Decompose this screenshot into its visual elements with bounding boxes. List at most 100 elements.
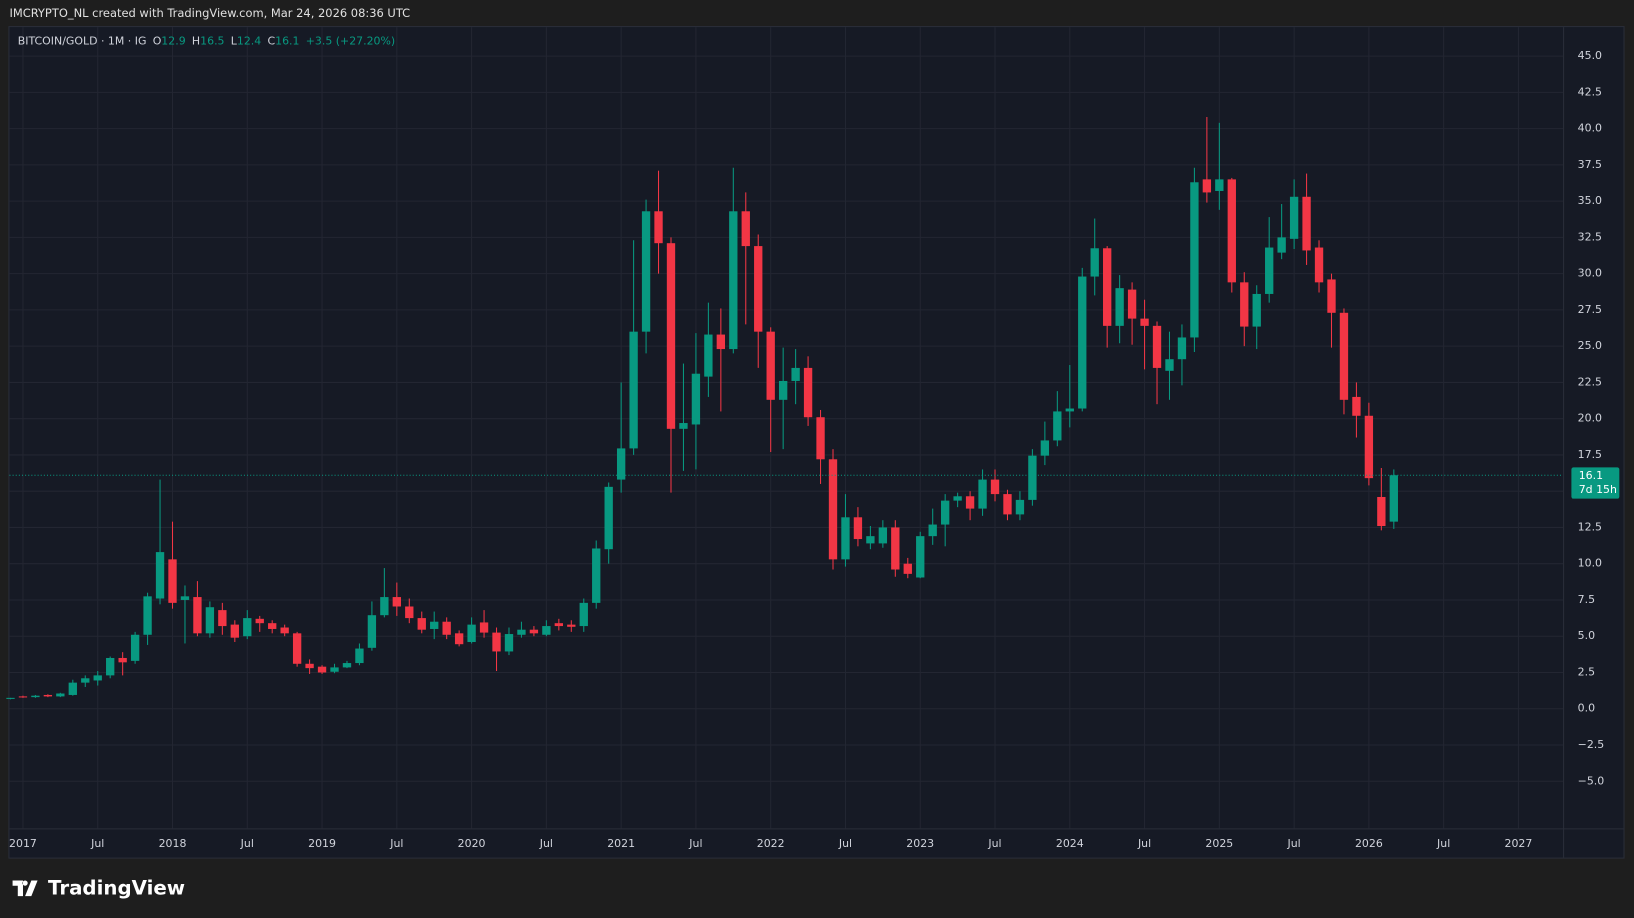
candle-body (467, 624, 476, 643)
candle-body (1165, 359, 1174, 371)
candle-body (940, 500, 950, 525)
candle-body (741, 211, 750, 247)
candle-body (106, 657, 115, 676)
candle-body (1040, 440, 1050, 456)
candle-body (1127, 289, 1137, 319)
candle-body (1003, 494, 1012, 515)
y-tick-label: 7.5 (1578, 593, 1595, 606)
x-tick-label: 2017 (9, 837, 37, 850)
candle-body (916, 536, 925, 578)
candle-body (567, 624, 576, 627)
candle-body (1177, 337, 1187, 360)
candle-body (1364, 415, 1374, 479)
candle-body (691, 373, 701, 425)
candle-body (330, 667, 339, 672)
candle-body (903, 563, 912, 574)
candle-body (1152, 325, 1162, 368)
candle-body (517, 629, 526, 635)
y-tick-label: 20.0 (1578, 412, 1602, 425)
candle-body (654, 211, 663, 244)
x-tick-label: 2022 (757, 837, 785, 850)
close-label: C (267, 35, 275, 48)
high-value: 16.5 (200, 35, 224, 48)
candle-body (155, 552, 165, 599)
candle-body (342, 663, 352, 668)
candle-body (1202, 179, 1212, 193)
candle-body (317, 666, 327, 673)
candle-body (891, 527, 900, 570)
candle-body (1227, 179, 1236, 283)
candle-body (1190, 182, 1199, 338)
y-tick-label: 37.5 (1578, 158, 1602, 171)
x-tick-label: 2026 (1355, 837, 1383, 850)
x-tick-label: 2020 (458, 837, 486, 850)
candle-body (803, 367, 813, 418)
candle-body (965, 496, 975, 509)
candle-body (430, 621, 439, 629)
candle-body (704, 334, 713, 377)
candle-body (218, 610, 227, 627)
candle-body (454, 633, 464, 645)
attribution: IMCRYPTO_NL created with TradingView.com… (9, 6, 410, 20)
x-tick-label: Jul (838, 837, 852, 850)
candle-body (1277, 237, 1286, 253)
axes: 45.0 42.5 40.0 37.5 35.0 32.5 30.0 27.5 25.0 22.5… (9, 49, 1620, 850)
x-tick-label: Jul (1137, 837, 1151, 850)
candle-body (1065, 408, 1074, 412)
candles (6, 117, 1564, 700)
x-tick-label: 2027 (1505, 837, 1533, 850)
y-tick-label: 40.0 (1578, 122, 1602, 135)
candle-body (268, 623, 277, 629)
y-tick-label: −5.0 (1578, 774, 1605, 787)
candle-body (1053, 411, 1062, 441)
candle-body (93, 675, 102, 681)
candle-body (43, 694, 53, 697)
x-tick-label: 2021 (607, 837, 635, 850)
candle-body (1314, 247, 1324, 283)
candle-body (380, 597, 389, 616)
candle-body (6, 697, 15, 699)
candle-body (766, 331, 775, 400)
y-tick-label: 22.5 (1578, 375, 1602, 388)
candle-body (616, 448, 626, 480)
y-tick-label: −2.5 (1578, 738, 1605, 751)
countdown: 7d 15h (1579, 483, 1617, 496)
candle-body (392, 597, 401, 607)
y-tick-label: 25.0 (1578, 339, 1602, 352)
candle-body (853, 517, 863, 540)
candle-body (355, 648, 364, 664)
candle-body (1115, 288, 1124, 326)
candle-body (56, 693, 65, 697)
candle-body (878, 527, 888, 544)
y-tick-label: 10.0 (1578, 557, 1602, 570)
x-tick-label: 2024 (1056, 837, 1084, 850)
candle-body (292, 633, 302, 664)
candle-body (1327, 279, 1336, 313)
candle-body (1240, 282, 1249, 327)
candle-body (778, 380, 788, 400)
open-value: 12.9 (161, 35, 185, 48)
y-tick-label: 17.5 (1578, 448, 1602, 461)
x-tick-label: Jul (90, 837, 104, 850)
legend-header: BITCOIN/GOLD · 1M · IG O12.9 H16.5 L12.4 C16… (18, 35, 395, 48)
y-tick-label: 30.0 (1578, 267, 1602, 280)
candle-body (81, 678, 90, 683)
candle-body (1302, 196, 1311, 251)
candle-body (130, 634, 140, 661)
x-tick-label: Jul (240, 837, 254, 850)
candle-body (417, 618, 426, 630)
candle-body (641, 211, 651, 332)
x-tick-label: Jul (539, 837, 553, 850)
candle-body (479, 622, 489, 633)
candle-body (18, 696, 28, 698)
logo-icon (12, 880, 38, 897)
low-value: 12.4 (237, 35, 261, 48)
candle-body (504, 634, 514, 652)
candle-body (953, 496, 962, 501)
logo-text: TradingView (48, 876, 185, 899)
candle-body (716, 334, 726, 350)
candle-body (1103, 248, 1112, 326)
x-tick-label: Jul (987, 837, 1001, 850)
candle-body (230, 624, 239, 638)
candle-body (928, 524, 937, 537)
